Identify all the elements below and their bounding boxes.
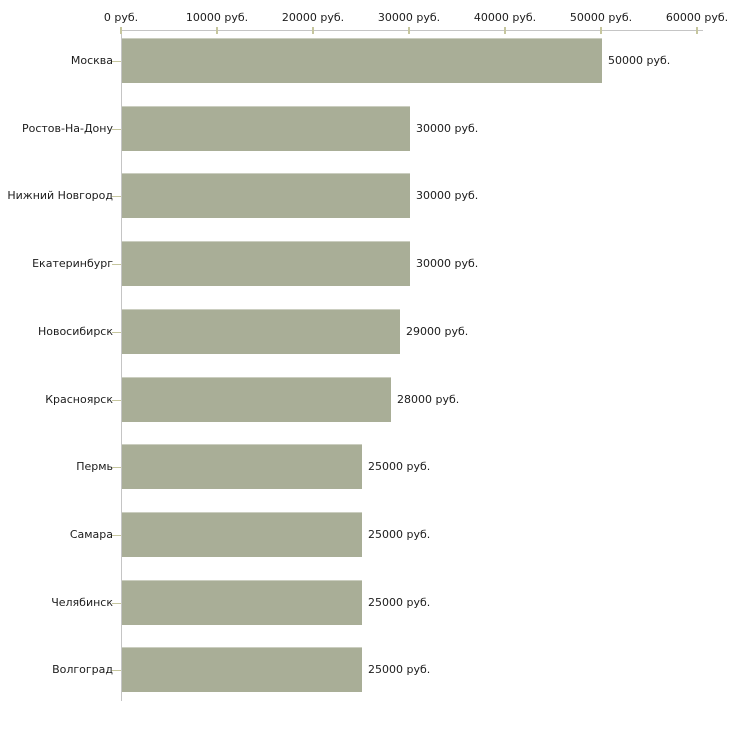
category-label: Ростов-На-Дону — [21, 121, 113, 135]
bar-row: Ростов-На-Дону 30000 руб. — [0, 105, 730, 151]
value-label: 30000 руб. — [416, 189, 479, 203]
value-label: 50000 руб. — [608, 54, 671, 67]
category-label: Пермь — [76, 460, 113, 474]
category-tick-mark — [112, 264, 121, 266]
bar — [122, 511, 362, 557]
category-tick-mark — [112, 196, 121, 198]
bar-row: Красноярск 28000 руб. — [0, 376, 730, 422]
category-label: Самара — [69, 527, 113, 541]
value-label: 25000 руб. — [368, 460, 431, 474]
x-axis-tick-mark — [120, 27, 122, 34]
category-tick-mark — [112, 467, 121, 469]
value-label: 29000 руб. — [406, 324, 469, 338]
x-axis-tick-mark — [504, 27, 506, 34]
x-axis-tick-label: 50000 руб. — [569, 11, 633, 24]
value-label: 30000 руб. — [416, 257, 479, 271]
bar — [122, 376, 391, 422]
bar — [122, 241, 410, 287]
value-label: 28000 руб. — [397, 392, 460, 406]
category-label: Красноярск — [45, 392, 113, 406]
category-tick-mark — [112, 534, 121, 536]
x-axis-line — [121, 30, 703, 31]
bar-row: Волгоград 25000 руб. — [0, 647, 730, 693]
x-axis-tick-mark — [216, 27, 218, 34]
category-tick-mark — [112, 399, 121, 401]
bar — [122, 579, 362, 625]
category-label: Нижний Новгород — [7, 189, 113, 203]
value-label: 30000 руб. — [416, 121, 479, 135]
x-axis-tick-label: 60000 руб. — [665, 11, 729, 24]
category-label: Челябинск — [51, 595, 113, 609]
value-label: 25000 руб. — [368, 527, 431, 541]
x-axis-tick-label: 30000 руб. — [377, 11, 441, 24]
value-label: 25000 руб. — [368, 663, 431, 677]
category-tick-mark — [112, 602, 121, 604]
value-label: 25000 руб. — [368, 595, 431, 609]
x-axis-tick-label: 0 руб. — [103, 11, 139, 24]
category-tick-mark — [112, 670, 121, 672]
x-axis-tick-label: 10000 руб. — [185, 11, 249, 24]
y-axis-line — [121, 30, 122, 701]
bar — [122, 105, 410, 151]
category-label: Волгоград — [52, 663, 113, 677]
bar-row: Челябинск 25000 руб. — [0, 579, 730, 625]
bar — [122, 444, 362, 490]
category-label: Новосибирск — [37, 324, 113, 338]
bar-row: Екатеринбург 30000 руб. — [0, 241, 730, 287]
x-axis-tick-label: 20000 руб. — [281, 11, 345, 24]
bar-row: Самара 25000 руб. — [0, 511, 730, 557]
x-axis-tick-mark — [600, 27, 602, 34]
category-tick-mark — [112, 331, 121, 333]
x-axis-tick-mark — [696, 27, 698, 34]
bar-row: Москва 50000 руб. — [0, 38, 730, 83]
bar-row: Новосибирск 29000 руб. — [0, 308, 730, 354]
bar — [122, 647, 362, 693]
x-axis-tick-mark — [408, 27, 410, 34]
bar-row: Нижний Новгород 30000 руб. — [0, 173, 730, 219]
x-axis-tick-label: 40000 руб. — [473, 11, 537, 24]
bar — [122, 308, 400, 354]
x-axis-tick-mark — [312, 27, 314, 34]
bar-row: Пермь 25000 руб. — [0, 444, 730, 490]
bar — [122, 38, 602, 83]
category-label: Москва — [70, 54, 113, 67]
category-tick-mark — [112, 61, 121, 62]
bar — [122, 173, 410, 219]
category-tick-mark — [112, 128, 121, 130]
category-label: Екатеринбург — [32, 257, 113, 271]
